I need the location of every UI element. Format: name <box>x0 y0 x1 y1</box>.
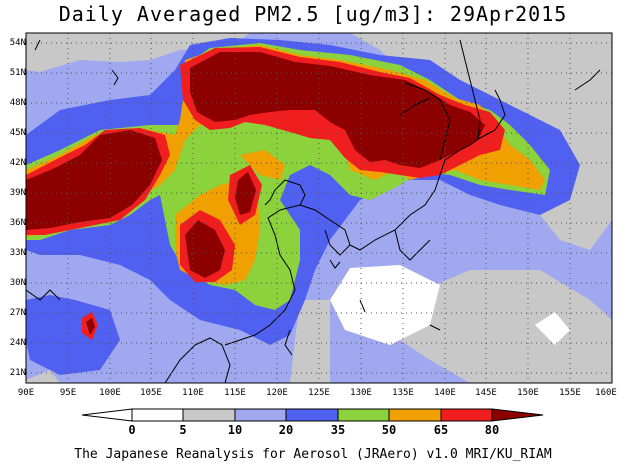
colorbar-label-35: 35 <box>330 423 346 437</box>
colorbar-label-80: 80 <box>484 423 500 437</box>
map-title: Daily Averaged PM2.5 [ug/m3]: 29Apr2015 <box>58 2 568 26</box>
lon-label-95e: 95E <box>59 388 77 398</box>
colorbar-swatch-1 <box>182 408 236 422</box>
lat-label-45n: 45N <box>9 128 26 138</box>
lat-label-54n: 54N <box>9 38 26 48</box>
colorbar-label-0: 0 <box>128 423 136 437</box>
lat-label-33n: 33N <box>9 248 26 258</box>
lon-label-160e: 160E <box>595 388 617 398</box>
lat-label-39n: 39N <box>9 188 26 198</box>
colorbar-label-5: 5 <box>179 423 187 437</box>
lon-label-135e: 135E <box>392 388 414 398</box>
lon-label-90e: 90E <box>17 388 35 398</box>
coastlines <box>26 39 601 383</box>
lon-label-105e: 105E <box>140 388 162 398</box>
colorbar-swatch-6 <box>440 408 493 422</box>
colorbar-swatch-0 <box>131 408 184 422</box>
lat-label-51n: 51N <box>9 68 26 78</box>
lat-label-30n: 30N <box>9 278 26 288</box>
colorbar <box>81 408 544 422</box>
lon-label-145e: 145E <box>475 388 497 398</box>
colorbar-arrow-left <box>81 408 133 422</box>
colorbar-swatch-3 <box>285 408 339 422</box>
colorbar-label-65: 65 <box>433 423 449 437</box>
graticule <box>26 33 612 383</box>
colorbar-label-50: 50 <box>381 423 397 437</box>
colorbar-arrow-right <box>491 408 544 422</box>
colorbar-swatch-5 <box>388 408 442 422</box>
colorbar-swatch-4 <box>337 408 390 422</box>
lon-label-115e: 115E <box>224 388 246 398</box>
lat-label-27n: 27N <box>9 308 26 318</box>
field-80-plus <box>26 52 485 335</box>
lat-label-42n: 42N <box>9 158 26 168</box>
lon-label-110e: 110E <box>182 388 204 398</box>
lon-label-140e: 140E <box>434 388 456 398</box>
lon-label-100e: 100E <box>99 388 121 398</box>
lat-label-21n: 21N <box>9 368 26 378</box>
lon-label-155e: 155E <box>559 388 581 398</box>
colorbar-label-10: 10 <box>227 423 243 437</box>
footer-credit: The Japanese Reanalysis for Aerosol (JRA… <box>74 447 552 462</box>
colorbar-swatch-2 <box>234 408 287 422</box>
lat-label-48n: 48N <box>9 98 26 108</box>
lat-label-24n: 24N <box>9 338 26 348</box>
map-frame <box>25 32 613 384</box>
lon-label-125e: 125E <box>308 388 330 398</box>
colorbar-label-20: 20 <box>278 423 294 437</box>
lon-label-150e: 150E <box>517 388 539 398</box>
lon-label-120e: 120E <box>266 388 288 398</box>
lat-label-36n: 36N <box>9 218 26 228</box>
lon-label-130e: 130E <box>350 388 372 398</box>
field-0-5 <box>330 265 570 345</box>
